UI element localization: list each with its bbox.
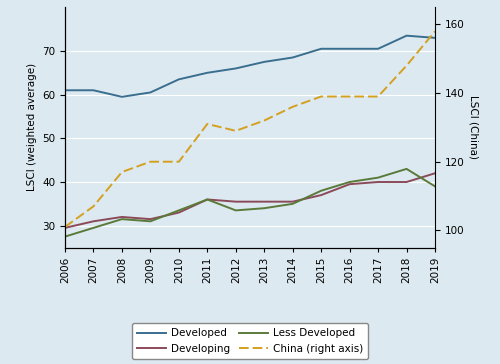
China (right axis)	[119, 170, 125, 174]
Developing	[204, 197, 210, 202]
Developed	[90, 88, 96, 92]
Developing	[233, 199, 239, 204]
Developed	[176, 77, 182, 82]
Developed	[204, 71, 210, 75]
Developing	[119, 215, 125, 219]
Less Developed	[261, 206, 267, 210]
Less Developed	[119, 217, 125, 221]
China (right axis)	[404, 63, 409, 68]
China (right axis)	[204, 122, 210, 126]
Less Developed	[176, 208, 182, 213]
China (right axis)	[148, 159, 154, 164]
Developed	[119, 95, 125, 99]
China (right axis)	[176, 159, 182, 164]
Developing	[176, 210, 182, 215]
Less Developed	[62, 234, 68, 239]
Developing	[148, 217, 154, 221]
Developing	[261, 199, 267, 204]
China (right axis)	[346, 94, 352, 99]
China (right axis)	[62, 225, 68, 229]
Developing	[432, 171, 438, 175]
Developed	[346, 47, 352, 51]
Developed	[233, 66, 239, 71]
Less Developed	[90, 226, 96, 230]
Line: Less Developed: Less Developed	[65, 169, 435, 237]
Y-axis label: LSCI (China): LSCI (China)	[468, 95, 478, 159]
China (right axis)	[290, 104, 296, 109]
Less Developed	[318, 189, 324, 193]
Less Developed	[346, 180, 352, 184]
Developed	[261, 60, 267, 64]
China (right axis)	[375, 94, 381, 99]
Less Developed	[432, 184, 438, 189]
Developing	[290, 199, 296, 204]
Developed	[290, 55, 296, 60]
Developing	[62, 226, 68, 230]
Developed	[375, 47, 381, 51]
Developing	[90, 219, 96, 223]
Y-axis label: LSCI (weighted average): LSCI (weighted average)	[26, 63, 36, 191]
Developed	[62, 88, 68, 92]
Developed	[432, 36, 438, 40]
China (right axis)	[318, 94, 324, 99]
Less Developed	[204, 197, 210, 202]
Less Developed	[233, 208, 239, 213]
Developing	[375, 180, 381, 184]
Developing	[318, 193, 324, 197]
Less Developed	[404, 167, 409, 171]
Developed	[318, 47, 324, 51]
Legend: Developed, Developing, Less Developed, China (right axis): Developed, Developing, Less Developed, C…	[132, 323, 368, 359]
China (right axis)	[432, 29, 438, 33]
Developing	[346, 182, 352, 186]
China (right axis)	[233, 128, 239, 133]
Line: Developed: Developed	[65, 36, 435, 97]
Line: Developing: Developing	[65, 173, 435, 228]
Line: China (right axis): China (right axis)	[65, 31, 435, 227]
Less Developed	[148, 219, 154, 223]
China (right axis)	[90, 204, 96, 209]
China (right axis)	[261, 118, 267, 123]
Developing	[404, 180, 409, 184]
Less Developed	[290, 202, 296, 206]
Developed	[148, 90, 154, 95]
Less Developed	[375, 175, 381, 180]
Developed	[404, 33, 409, 38]
